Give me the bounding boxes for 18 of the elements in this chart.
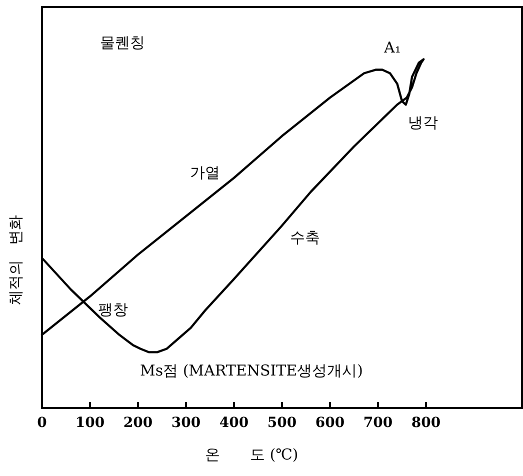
x-tick-label: 200: [123, 415, 153, 431]
x-tick-label: 0: [37, 415, 48, 431]
y-axis-title: 체적의 변화: [6, 215, 24, 305]
annotation: Ms점 (MARTENSITE생성개시): [140, 362, 363, 380]
text: 물퀜칭: [100, 34, 145, 52]
x-tick-label: 700: [363, 415, 393, 431]
x-axis-title: 온 도 (℃): [205, 446, 298, 464]
annotation: 냉각: [408, 114, 438, 132]
annotation: 팽창: [98, 300, 128, 318]
annotation: 가열: [190, 164, 220, 182]
x-tick-label: 500: [267, 415, 297, 431]
x-tick-label: 800: [411, 415, 441, 431]
x-tick-label: 600: [315, 415, 345, 431]
x-tick-label: 300: [171, 415, 201, 431]
annotation: 수축: [290, 228, 320, 246]
x-tick-label: 400: [219, 415, 249, 431]
x-tick-label: 100: [75, 415, 105, 431]
text: A₁: [383, 38, 401, 56]
